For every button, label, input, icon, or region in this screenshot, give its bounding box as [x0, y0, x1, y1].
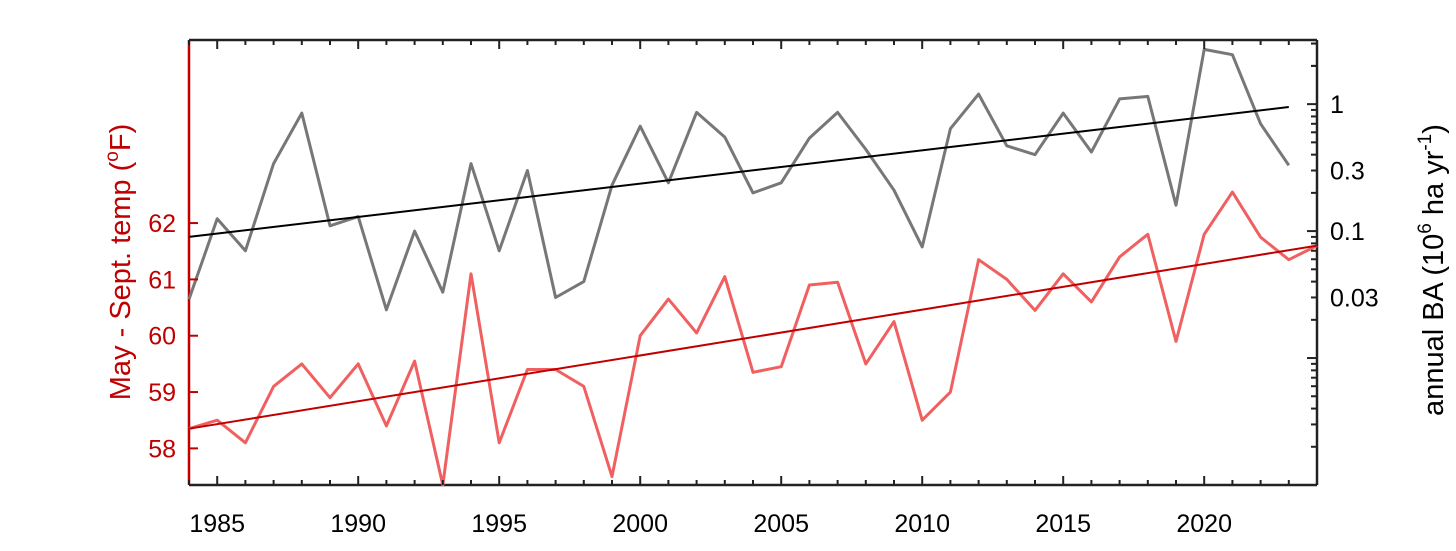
left-y-axis: 58 59 60 61 62 — [148, 210, 198, 463]
left-y-tick-label: 62 — [148, 210, 176, 238]
x-tick-label: 2000 — [612, 510, 668, 538]
left-y-tick-label: 60 — [148, 323, 176, 351]
right-axis-title-middle: ha yr — [1418, 150, 1450, 223]
left-axis-title-superscript: o — [102, 151, 123, 162]
left-axis-title-suffix: F) — [105, 124, 137, 151]
right-axis-title: annual BA (106 ha yr-1) — [1415, 124, 1450, 416]
left-axis-title-prefix: May - Sept. temp ( — [105, 161, 137, 400]
series-line-left-0 — [188, 190, 1318, 487]
left-y-tick-label: 59 — [148, 379, 176, 407]
right-y-tick-label: 0.03 — [1330, 284, 1379, 312]
right-axis-title-suffix: ) — [1418, 124, 1450, 134]
trend-line-left-1 — [188, 244, 1318, 430]
x-tick-label: 2015 — [1035, 510, 1091, 538]
left-axis-title: May - Sept. temp (oF) — [102, 124, 137, 400]
right-axis-title-superscript-2: -1 — [1415, 134, 1436, 151]
left-y-tick-label: 58 — [148, 435, 176, 463]
plot-frame — [187, 38, 1319, 487]
x-tick-label: 2005 — [753, 510, 809, 538]
x-tick-label: 2010 — [894, 510, 950, 538]
x-tick-label: 1990 — [330, 510, 386, 538]
left-y-tick-label: 61 — [148, 266, 176, 294]
right-y-axis: 0.03 0.1 0.3 1 — [1307, 42, 1379, 486]
trend-line-right-3 — [188, 106, 1289, 238]
series-layer — [187, 47, 1318, 487]
x-tick-label: 2020 — [1176, 510, 1232, 538]
right-axis-title-prefix: annual BA (10 — [1418, 234, 1450, 416]
right-axis-title-superscript-1: 6 — [1415, 223, 1436, 234]
right-y-tick-label: 0.3 — [1330, 158, 1365, 186]
right-y-tick-label: 0.1 — [1330, 218, 1365, 246]
x-tick-label: 1985 — [189, 510, 245, 538]
series-line-right-2 — [187, 47, 1291, 312]
right-y-tick-label: 1 — [1330, 91, 1344, 119]
x-axis: 1985 1990 1995 2000 2005 2010 2015 2020 — [188, 40, 1318, 538]
x-tick-label: 1995 — [471, 510, 527, 538]
